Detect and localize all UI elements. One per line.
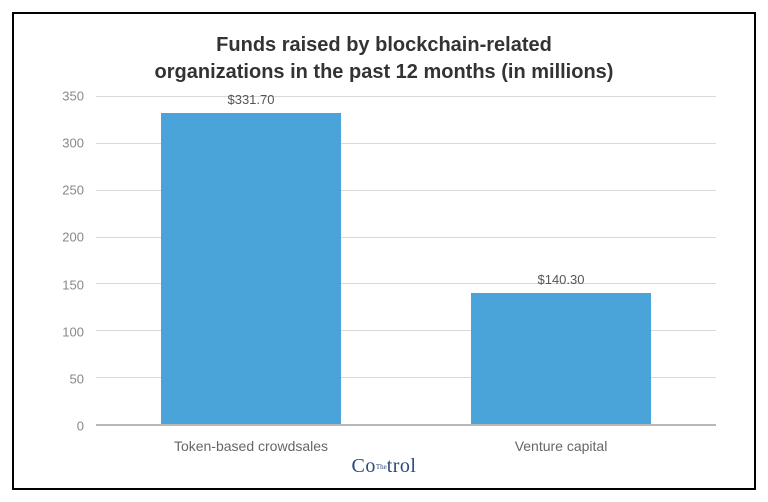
x-axis-label: Token-based crowdsales [96,438,406,454]
x-axis: Token-based crowdsalesVenture capital [96,438,716,454]
bar-value-label: $140.30 [537,272,584,287]
y-tick-label: 150 [62,277,84,292]
y-tick-label: 0 [77,419,84,434]
bar-value-label: $331.70 [227,92,274,107]
y-axis: 050100150200250300350 [44,96,90,426]
brand-right: trol [387,455,417,477]
brand-logo: CoThetrol [14,455,754,478]
chart-area: 050100150200250300350 $331.70$140.30 Tok… [44,96,724,426]
bar-slot: $140.30 [406,96,716,424]
y-tick-label: 50 [70,371,84,386]
y-tick-label: 300 [62,136,84,151]
y-tick-label: 100 [62,324,84,339]
brand-the: The [376,463,387,471]
title-line-2: organizations in the past 12 months (in … [155,61,614,83]
bar: $140.30 [471,293,651,424]
chart-title: Funds raised by blockchain-related organ… [44,32,724,86]
bars-container: $331.70 $140.30 [96,96,716,424]
plot-region: $331.70 $140.30 [96,96,716,426]
bar-slot: $331.70 [96,96,406,424]
brand-left: Co [351,455,375,477]
y-tick-label: 200 [62,230,84,245]
y-tick-label: 250 [62,183,84,198]
title-line-1: Funds raised by blockchain-related [216,34,552,56]
bar: $331.70 [161,113,341,424]
x-axis-label: Venture capital [406,438,716,454]
y-tick-label: 350 [62,89,84,104]
chart-frame: Funds raised by blockchain-related organ… [12,12,756,490]
